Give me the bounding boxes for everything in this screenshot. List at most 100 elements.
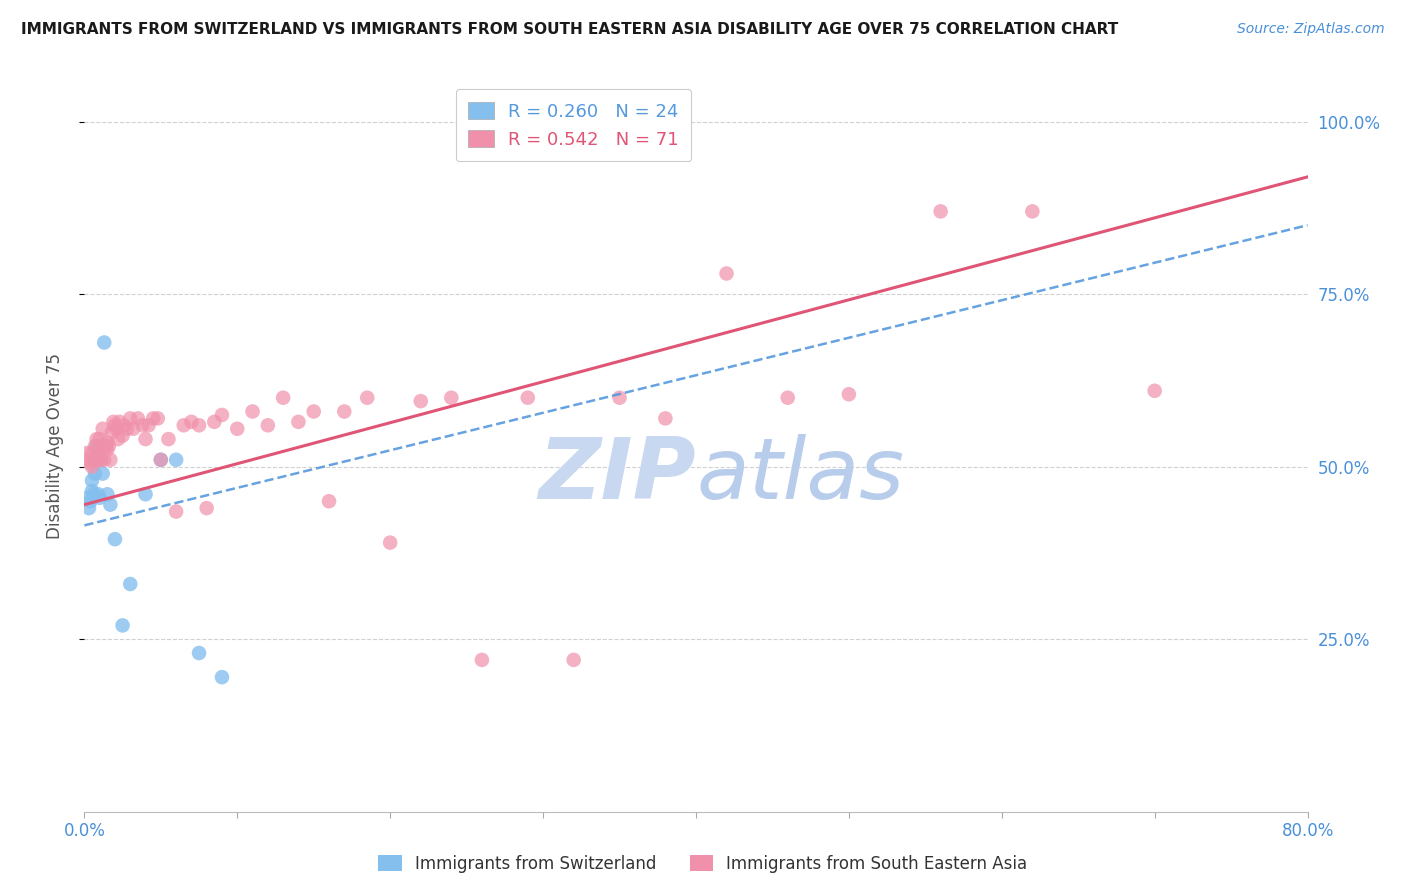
Point [242,404,264,418]
Point [76,491,98,505]
Point [77,501,100,516]
Point [80,483,103,498]
Legend: R = 0.260   N = 24, R = 0.542   N = 71: R = 0.260 N = 24, R = 0.542 N = 71 [456,89,692,161]
Text: ZIP: ZIP [538,434,696,516]
Point [562,653,585,667]
Point [165,452,187,467]
Text: IMMIGRANTS FROM SWITZERLAND VS IMMIGRANTS FROM SOUTH EASTERN ASIA DISABILITY AGE: IMMIGRANTS FROM SWITZERLAND VS IMMIGRANT… [21,22,1118,37]
Point [202,415,225,429]
Point [380,535,402,549]
Point [188,418,211,433]
Point [105,422,128,436]
Point [440,391,463,405]
Point [108,415,131,429]
Point [83,452,105,467]
Point [716,267,738,281]
Point [86,446,108,460]
Point [76,446,98,460]
Point [84,467,107,481]
Point [115,422,138,436]
Point [77,452,100,467]
Point [149,452,172,467]
Point [84,439,107,453]
Point [302,404,325,418]
Point [98,498,121,512]
Point [107,432,129,446]
Point [776,391,799,405]
Point [87,487,110,501]
Point [94,439,117,453]
Point [83,487,105,501]
Point [104,418,127,433]
Point [90,452,112,467]
Point [89,442,111,457]
Point [79,494,101,508]
Point [96,487,118,501]
Point [654,411,676,425]
Point [79,456,101,470]
Point [149,452,172,467]
Point [211,408,233,422]
Point [257,418,280,433]
Point [101,425,124,440]
Point [211,670,233,684]
Point [120,411,142,425]
Point [120,577,142,591]
Point [356,391,378,405]
Point [135,432,157,446]
Point [188,646,211,660]
Point [91,467,114,481]
Point [103,415,125,429]
Point [122,422,145,436]
Point [96,435,118,450]
Point [87,452,110,467]
Point [516,391,538,405]
Point [91,439,114,453]
Point [86,432,108,446]
Point [86,439,108,453]
Point [333,404,356,418]
Point [226,422,249,436]
Point [173,418,195,433]
Legend: Immigrants from Switzerland, Immigrants from South Eastern Asia: Immigrants from Switzerland, Immigrants … [371,848,1035,880]
Point [609,391,631,405]
Point [1143,384,1166,398]
Point [93,335,115,350]
Point [138,418,160,433]
Point [271,391,294,405]
Y-axis label: Disability Age Over 75: Disability Age Over 75 [45,353,63,539]
Point [409,394,432,409]
Point [142,411,165,425]
Point [838,387,860,401]
Point [112,418,135,433]
Point [80,474,103,488]
Point [287,415,309,429]
Point [195,501,218,516]
Point [93,452,115,467]
Point [135,487,157,501]
Point [165,504,187,518]
Point [89,491,111,505]
Point [90,452,112,467]
Point [84,452,107,467]
Point [131,418,153,433]
Point [98,452,121,467]
Point [471,653,494,667]
Point [146,411,169,425]
Point [80,446,103,460]
Point [127,411,149,425]
Point [91,422,114,436]
Point [80,459,103,474]
Point [1021,204,1043,219]
Point [318,494,340,508]
Text: Source: ZipAtlas.com: Source: ZipAtlas.com [1237,22,1385,37]
Point [180,415,202,429]
Point [929,204,952,219]
Point [111,428,134,442]
Point [96,442,118,457]
Point [111,618,134,632]
Point [84,452,107,467]
Point [157,432,180,446]
Text: atlas: atlas [696,434,904,516]
Point [89,432,111,446]
